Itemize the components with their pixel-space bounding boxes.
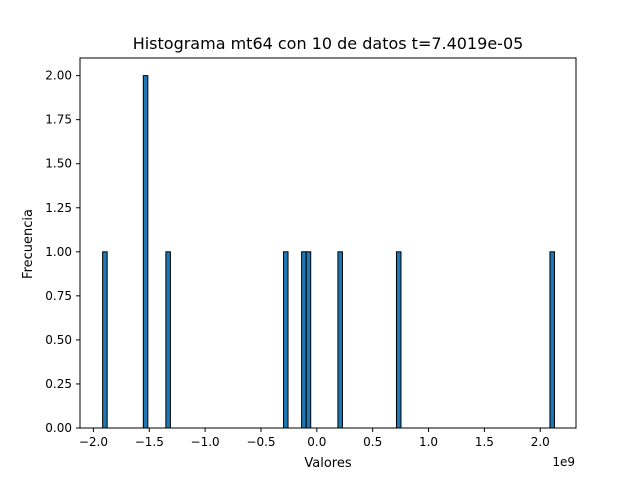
chart-title: Histograma mt64 con 10 de datos t=7.4019… (133, 34, 524, 53)
y-tick-label: 0.00 (45, 421, 72, 435)
plot-area: −2.0 −1.5 −1.0 −0.5 0.0 0.5 1.0 1.5 2.0 0.00 0.25 0… (45, 57, 577, 449)
y-tick-label: 1.50 (45, 157, 72, 171)
x-axis-label: Valores (304, 456, 351, 471)
y-tick-label: 0.75 (45, 289, 72, 303)
x-tick-label: −1.0 (191, 435, 220, 449)
y-tick-label: 1.75 (45, 113, 72, 127)
histogram-bar (102, 251, 108, 429)
y-tick-label: 0.25 (45, 377, 72, 391)
y-axis-label: Frecuencia (21, 209, 36, 279)
histogram-bar (395, 251, 402, 429)
y-tick-label: 1.00 (45, 245, 72, 259)
x-tick-label: 0.0 (307, 435, 326, 449)
histogram-bar (301, 251, 307, 429)
histogram-bar (283, 251, 289, 429)
x-tick-label: 1.5 (475, 435, 494, 449)
histogram-bar (337, 251, 343, 429)
x-axis-offset-label: 1e9 (552, 455, 575, 469)
y-tick-label: 0.50 (45, 333, 72, 347)
x-tick-label: 2.0 (531, 435, 550, 449)
x-tick-label: 1.0 (419, 435, 438, 449)
x-tick-label: −1.5 (135, 435, 164, 449)
x-tick-label: −0.5 (246, 435, 275, 449)
plot-frame (79, 57, 577, 429)
x-tick-label: −2.0 (79, 435, 108, 449)
histogram-bar (165, 251, 171, 429)
x-tick-label: 0.5 (363, 435, 382, 449)
y-tick-label: 2.00 (45, 69, 72, 83)
histogram-bar (549, 251, 555, 429)
y-tick-label: 1.25 (45, 201, 72, 215)
histogram-bar (142, 75, 149, 429)
histogram-bar (305, 251, 312, 429)
